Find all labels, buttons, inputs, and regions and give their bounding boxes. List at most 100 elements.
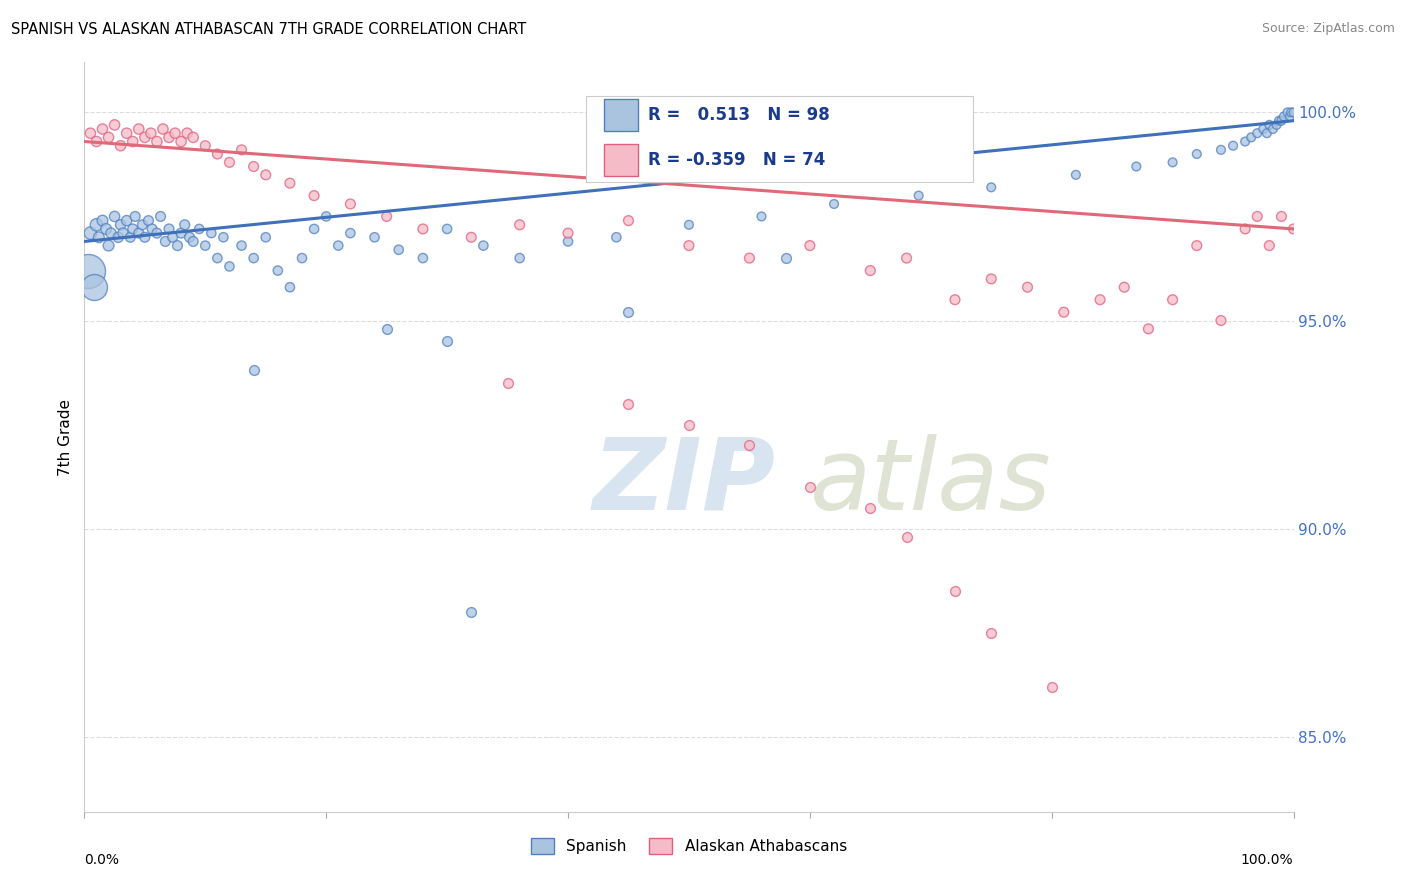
Point [496,376,519,390]
Point [436,222,458,236]
Point [112,226,135,240]
FancyBboxPatch shape [605,99,638,130]
Point [617,213,640,227]
Point [242,363,264,377]
Text: SPANISH VS ALASKAN ATHABASCAN 7TH GRADE CORRELATION CHART: SPANISH VS ALASKAN ATHABASCAN 7TH GRADE … [11,22,526,37]
Point [107,230,129,244]
Point [134,130,156,145]
Point [134,230,156,244]
Point [302,188,325,202]
Point [86,218,108,232]
Point [165,126,187,140]
Point [128,226,150,240]
Point [155,235,177,249]
Point [139,126,162,140]
Point [104,118,127,132]
Point [1282,105,1305,120]
Point [131,218,153,232]
Point [86,135,108,149]
Point [1246,126,1268,140]
Point [1278,110,1301,124]
Text: R = -0.359   N = 74: R = -0.359 N = 74 [648,151,825,169]
Point [315,210,337,224]
Text: Source: ZipAtlas.com: Source: ZipAtlas.com [1261,22,1395,36]
Point [97,130,120,145]
Point [83,280,105,294]
Point [115,213,138,227]
Point [617,397,640,411]
Point [1282,222,1305,236]
Point [166,238,188,252]
Point [242,160,264,174]
Point [79,126,101,140]
Point [254,230,277,244]
Point [278,176,301,190]
Point [1185,238,1208,252]
Point [91,122,114,136]
Point [412,251,434,265]
Point [1064,168,1087,182]
Point [242,251,264,265]
Point [678,218,700,232]
Legend: Spanish, Alaskan Athabascans: Spanish, Alaskan Athabascans [524,832,853,860]
Point [1161,293,1184,307]
Point [141,222,163,236]
Point [157,222,180,236]
Point [799,238,821,252]
Point [152,122,174,136]
Point [170,226,193,240]
Point [120,230,142,244]
Point [218,155,240,169]
Y-axis label: 7th Grade: 7th Grade [58,399,73,475]
Point [138,213,160,227]
Point [943,293,966,307]
Point [980,180,1002,194]
Point [254,168,277,182]
Point [1234,135,1257,149]
Text: 0.0%: 0.0% [84,853,120,867]
Point [1222,138,1244,153]
Point [472,238,495,252]
Point [328,238,350,252]
Point [339,197,361,211]
Point [146,135,169,149]
Point [557,226,579,240]
Point [1114,280,1136,294]
Point [207,251,229,265]
Point [751,210,773,224]
Point [200,226,222,240]
Point [738,438,761,452]
Point [194,138,217,153]
Point [77,263,100,277]
Point [181,130,204,145]
Point [267,263,290,277]
Point [1256,126,1278,140]
Point [907,188,929,202]
Point [980,625,1002,640]
Text: R =   0.513   N = 98: R = 0.513 N = 98 [648,106,830,124]
Point [110,218,132,232]
Point [980,272,1002,286]
Point [943,584,966,599]
Text: ZIP: ZIP [592,434,775,531]
Point [1277,105,1299,120]
Point [100,226,122,240]
Point [157,130,180,145]
Point [173,218,195,232]
Point [896,251,918,265]
Point [1088,293,1111,307]
Point [605,230,627,244]
Point [1240,130,1263,145]
Point [1253,122,1275,136]
Point [162,230,184,244]
Point [775,251,797,265]
Point [363,230,385,244]
Point [181,235,204,249]
Point [509,251,531,265]
Point [231,143,253,157]
Point [388,243,411,257]
Point [896,530,918,544]
Point [176,126,198,140]
Point [1270,113,1292,128]
Point [1017,280,1039,294]
